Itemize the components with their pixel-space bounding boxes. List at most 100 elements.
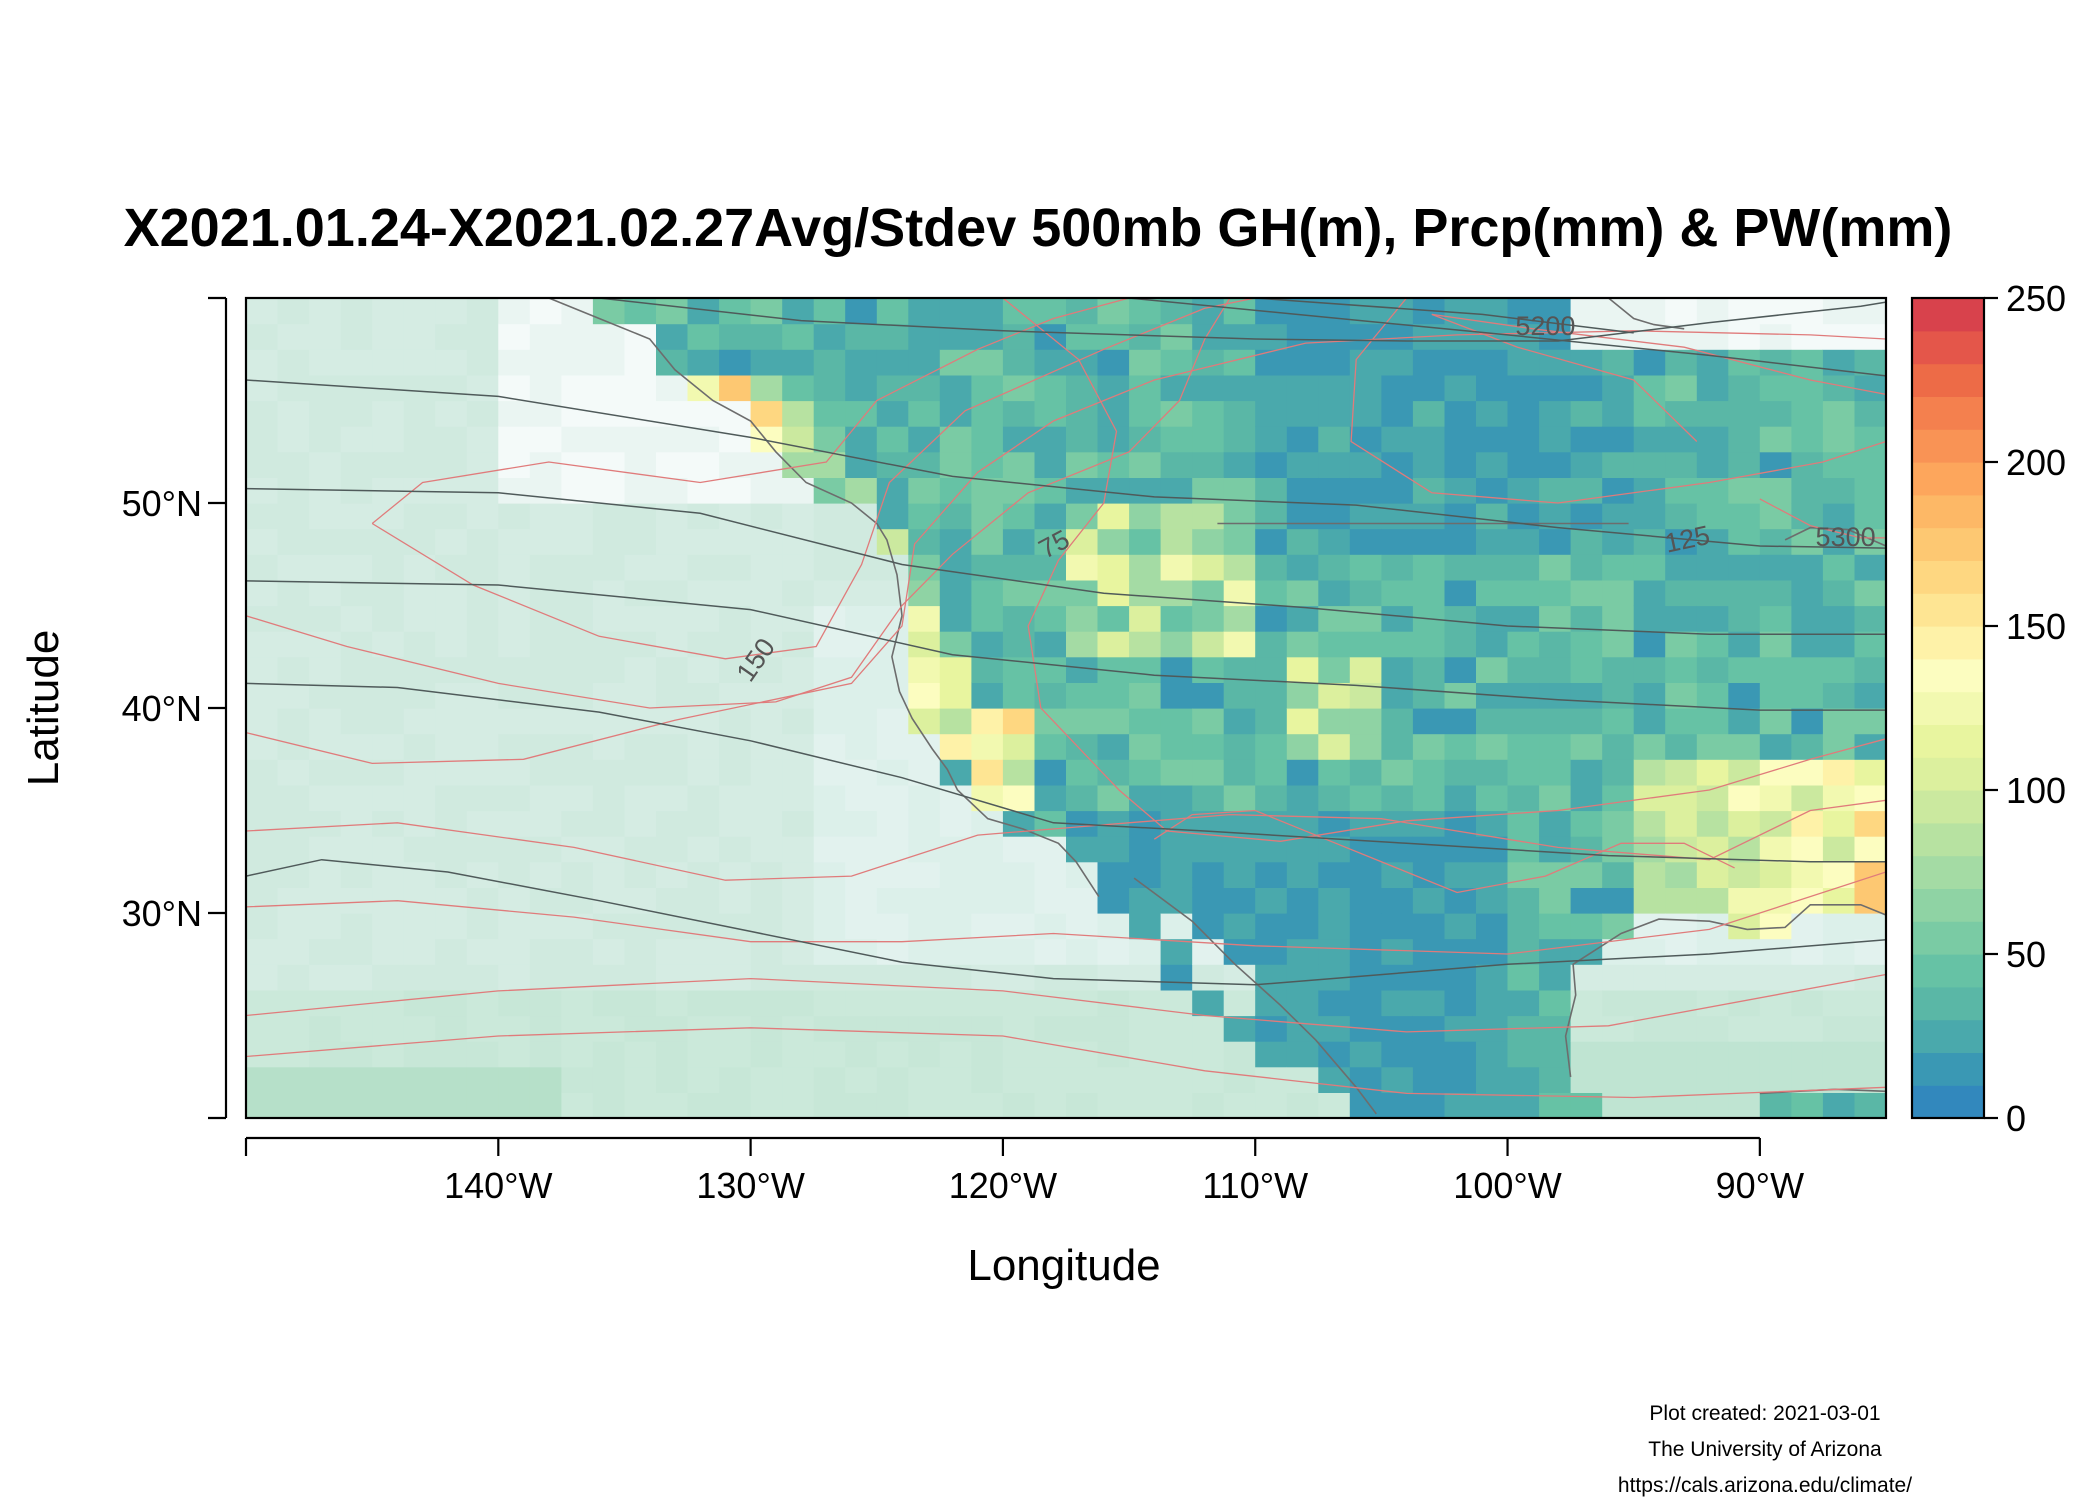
x-tick-label: 120°W (949, 1165, 1057, 1206)
grid-cell (1160, 708, 1193, 735)
grid-cell (309, 759, 342, 786)
grid-cell (624, 528, 657, 555)
grid-cell (1129, 477, 1162, 504)
colorbar-swatch (1912, 658, 1984, 693)
grid-cell (1034, 1092, 1067, 1118)
grid-cell (1381, 298, 1414, 325)
grid-cell (750, 989, 783, 1017)
grid-cell (1002, 451, 1035, 478)
grid-cell (340, 1066, 373, 1093)
grid-cell (1349, 349, 1382, 376)
grid-cell (750, 861, 783, 888)
grid-cell (1759, 579, 1792, 607)
grid-cell (1129, 733, 1162, 760)
grid-cell (813, 374, 846, 402)
grid-cell (1728, 554, 1761, 581)
grid-cell (1097, 1092, 1130, 1118)
grid-cell (1192, 1015, 1225, 1042)
grid-cell (561, 554, 594, 581)
grid-cell (1633, 1041, 1666, 1068)
grid-cell (1412, 887, 1445, 914)
grid-cell (435, 1015, 468, 1042)
grid-cell (435, 836, 468, 863)
grid-cell (246, 426, 279, 453)
grid-cell (624, 1092, 657, 1118)
grid-cell (340, 733, 373, 760)
grid-cell (1539, 400, 1572, 427)
grid-cell (1759, 528, 1792, 555)
grid-cell (1349, 605, 1382, 632)
grid-cell (309, 682, 342, 709)
grid-cell (1759, 784, 1792, 812)
grid-cell (403, 1092, 436, 1118)
grid-cell (1381, 938, 1414, 965)
grid-cell (1507, 784, 1540, 812)
grid-cell (1412, 964, 1445, 991)
grid-cell (1570, 528, 1603, 555)
grid-cell (687, 784, 720, 812)
grid-cell (435, 400, 468, 427)
grid-cell (1160, 1041, 1193, 1068)
grid-cell (1318, 426, 1351, 453)
grid-cell (277, 938, 310, 965)
grid-cell (1160, 349, 1193, 376)
colorbar-swatch (1912, 363, 1984, 397)
grid-cell (466, 861, 499, 888)
grid-cell (1476, 503, 1509, 530)
grid-cell (466, 913, 499, 940)
grid-cell (1854, 323, 1886, 350)
grid-cell (1602, 400, 1635, 427)
grid-cell (687, 810, 720, 837)
grid-cell (1349, 400, 1382, 427)
grid-cell (1728, 656, 1761, 683)
grid-cell (529, 323, 562, 350)
grid-cell (813, 1092, 846, 1118)
grid-cell (1665, 426, 1698, 453)
grid-cell (1507, 1041, 1540, 1068)
grid-cell (687, 1041, 720, 1068)
grid-cell (561, 861, 594, 888)
grid-cell (1034, 938, 1067, 965)
grid-cell (1066, 528, 1099, 555)
grid-cell (1286, 400, 1319, 427)
grid-cell (1665, 810, 1698, 837)
grid-cell (1286, 887, 1319, 914)
grid-cell (1791, 682, 1824, 709)
grid-cell (687, 1066, 720, 1093)
grid-cell (561, 938, 594, 965)
grid-cell (782, 1092, 815, 1118)
grid-cell (1665, 605, 1698, 632)
grid-cell (1602, 861, 1635, 888)
grid-cell (466, 1041, 499, 1068)
grid-cell (1349, 810, 1382, 837)
grid-cell (529, 1015, 562, 1042)
grid-cell (466, 938, 499, 965)
grid-cell (529, 426, 562, 453)
grid-cell (1192, 400, 1225, 427)
grid-cell (908, 656, 941, 683)
grid-cell (498, 913, 531, 940)
grid-cell (277, 759, 310, 786)
grid-cell (813, 682, 846, 709)
grid-cell (372, 631, 405, 658)
grid-cell (340, 887, 373, 914)
grid-cell (403, 733, 436, 760)
grid-cell (813, 554, 846, 581)
grid-cell (435, 1041, 468, 1068)
grid-cell (1539, 554, 1572, 581)
grid-cell (1665, 528, 1698, 555)
grid-cell (1633, 426, 1666, 453)
grid-cell (1255, 887, 1288, 914)
grid-cell (971, 605, 1004, 632)
grid-cell (529, 503, 562, 530)
grid-cell (403, 503, 436, 530)
grid-cell (939, 451, 972, 478)
grid-cell (1097, 451, 1130, 478)
grid-cell (246, 503, 279, 530)
grid-cell (1507, 554, 1540, 581)
grid-cell (592, 426, 625, 453)
grid-cell (1192, 554, 1225, 581)
pw-contour-line (246, 871, 1886, 955)
grid-cell (687, 579, 720, 607)
